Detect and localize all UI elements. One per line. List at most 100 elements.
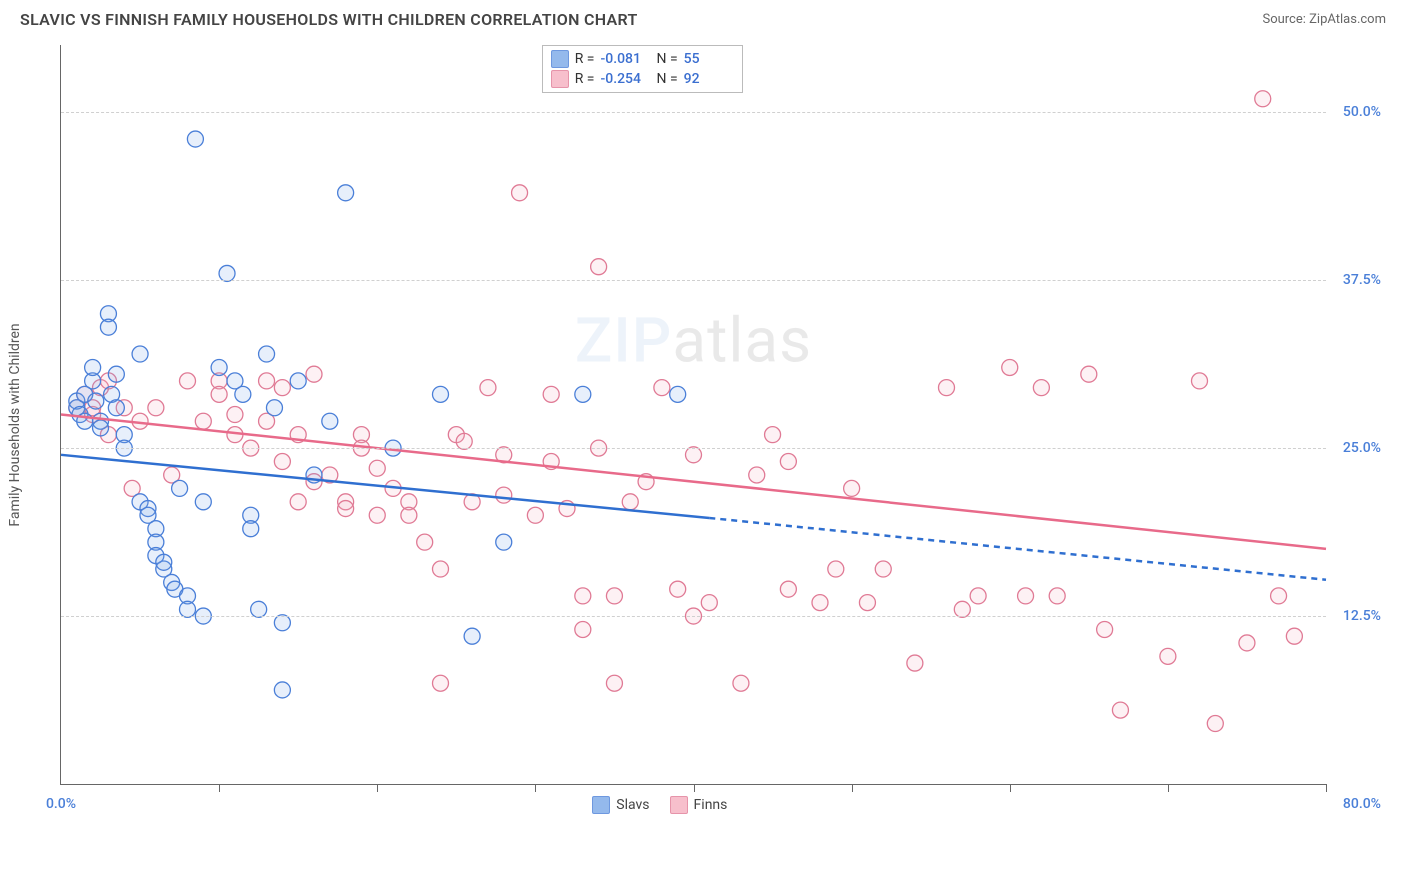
swatch-slavs (551, 50, 569, 68)
trend-line (61, 455, 709, 518)
data-point-slavs (259, 346, 275, 362)
stat-n-slavs: 55 (684, 51, 734, 67)
data-point-slavs (211, 359, 227, 375)
data-point-finns (765, 427, 781, 443)
y-tick-label: 25.0% (1343, 440, 1381, 456)
data-point-finns (733, 675, 749, 691)
stat-n-label: N = (656, 71, 677, 87)
data-point-finns (954, 601, 970, 617)
legend-label-finns: Finns (694, 797, 728, 813)
data-point-finns (654, 380, 670, 396)
data-point-finns (259, 373, 275, 389)
stat-n-finns: 92 (684, 71, 734, 87)
stats-row-finns: R = -0.254 N = 92 (551, 69, 734, 89)
gridline (61, 112, 1326, 113)
data-point-slavs (100, 319, 116, 335)
data-point-slavs (180, 601, 196, 617)
data-point-finns (1271, 588, 1287, 604)
stats-legend-box: R = -0.081 N = 55 R = -0.254 N = 92 (542, 45, 743, 93)
data-point-finns (433, 561, 449, 577)
data-point-slavs (243, 521, 259, 537)
data-point-slavs (235, 386, 251, 402)
stat-r-slavs: -0.081 (600, 51, 650, 67)
x-tick (694, 784, 695, 792)
bottom-legend: Slavs Finns (592, 796, 727, 814)
data-point-finns (180, 373, 196, 389)
data-point-finns (780, 581, 796, 597)
data-point-finns (527, 507, 543, 523)
data-point-finns (369, 460, 385, 476)
stat-r-label: R = (575, 71, 595, 87)
data-point-finns (970, 588, 986, 604)
data-point-finns (1192, 373, 1208, 389)
x-axis-max-label: 80.0% (1343, 796, 1381, 812)
legend-label-slavs: Slavs (616, 797, 649, 813)
chart-source: Source: ZipAtlas.com (1262, 12, 1386, 27)
data-point-finns (369, 507, 385, 523)
data-point-finns (401, 507, 417, 523)
stat-r-label: R = (575, 51, 595, 67)
data-point-finns (211, 386, 227, 402)
data-point-finns (1239, 635, 1255, 651)
x-tick (1010, 784, 1011, 792)
plot-area: ZIPatlas R = -0.081 N = 55 R = -0.254 N … (60, 45, 1326, 785)
data-point-slavs (172, 480, 188, 496)
data-point-finns (306, 366, 322, 382)
data-point-slavs (322, 413, 338, 429)
data-point-finns (1018, 588, 1034, 604)
data-point-finns (290, 494, 306, 510)
y-tick-label: 12.5% (1343, 608, 1381, 624)
data-point-finns (227, 407, 243, 423)
data-point-slavs (85, 359, 101, 375)
data-point-finns (591, 259, 607, 275)
data-point-finns (1097, 621, 1113, 637)
x-tick (1326, 784, 1327, 792)
legend-item-finns: Finns (670, 796, 728, 814)
y-axis-label: Family Households with Children (7, 323, 23, 526)
data-point-slavs (108, 366, 124, 382)
data-point-finns (1160, 648, 1176, 664)
legend-swatch-finns (670, 796, 688, 814)
data-point-finns (1049, 588, 1065, 604)
stat-r-finns: -0.254 (600, 71, 650, 87)
data-point-finns (195, 413, 211, 429)
data-point-slavs (132, 346, 148, 362)
data-point-finns (543, 386, 559, 402)
data-point-slavs (108, 400, 124, 416)
data-point-finns (875, 561, 891, 577)
data-point-finns (1112, 702, 1128, 718)
legend-swatch-slavs (592, 796, 610, 814)
data-point-finns (606, 675, 622, 691)
data-point-finns (859, 595, 875, 611)
data-point-slavs (575, 386, 591, 402)
data-point-finns (148, 400, 164, 416)
data-point-finns (812, 595, 828, 611)
data-point-finns (622, 494, 638, 510)
data-point-finns (828, 561, 844, 577)
chart-header: SLAVIC VS FINNISH FAMILY HOUSEHOLDS WITH… (0, 0, 1406, 35)
data-point-finns (749, 467, 765, 483)
stats-row-slavs: R = -0.081 N = 55 (551, 49, 734, 69)
chart-area: Family Households with Children ZIPatlas… (60, 35, 1386, 815)
x-tick (852, 784, 853, 792)
data-point-finns (417, 534, 433, 550)
data-point-finns (338, 501, 354, 517)
y-tick-label: 50.0% (1343, 104, 1381, 120)
data-point-slavs (88, 393, 104, 409)
data-point-finns (575, 588, 591, 604)
data-point-finns (701, 595, 717, 611)
data-point-finns (1081, 366, 1097, 382)
data-point-finns (907, 655, 923, 671)
data-point-finns (274, 380, 290, 396)
data-point-finns (1207, 716, 1223, 732)
data-point-finns (480, 380, 496, 396)
gridline (61, 616, 1326, 617)
data-point-finns (844, 480, 860, 496)
data-point-finns (575, 621, 591, 637)
data-point-finns (780, 454, 796, 470)
data-point-finns (939, 380, 955, 396)
data-point-finns (670, 581, 686, 597)
legend-item-slavs: Slavs (592, 796, 649, 814)
data-point-slavs (93, 420, 109, 436)
data-point-slavs (266, 400, 282, 416)
